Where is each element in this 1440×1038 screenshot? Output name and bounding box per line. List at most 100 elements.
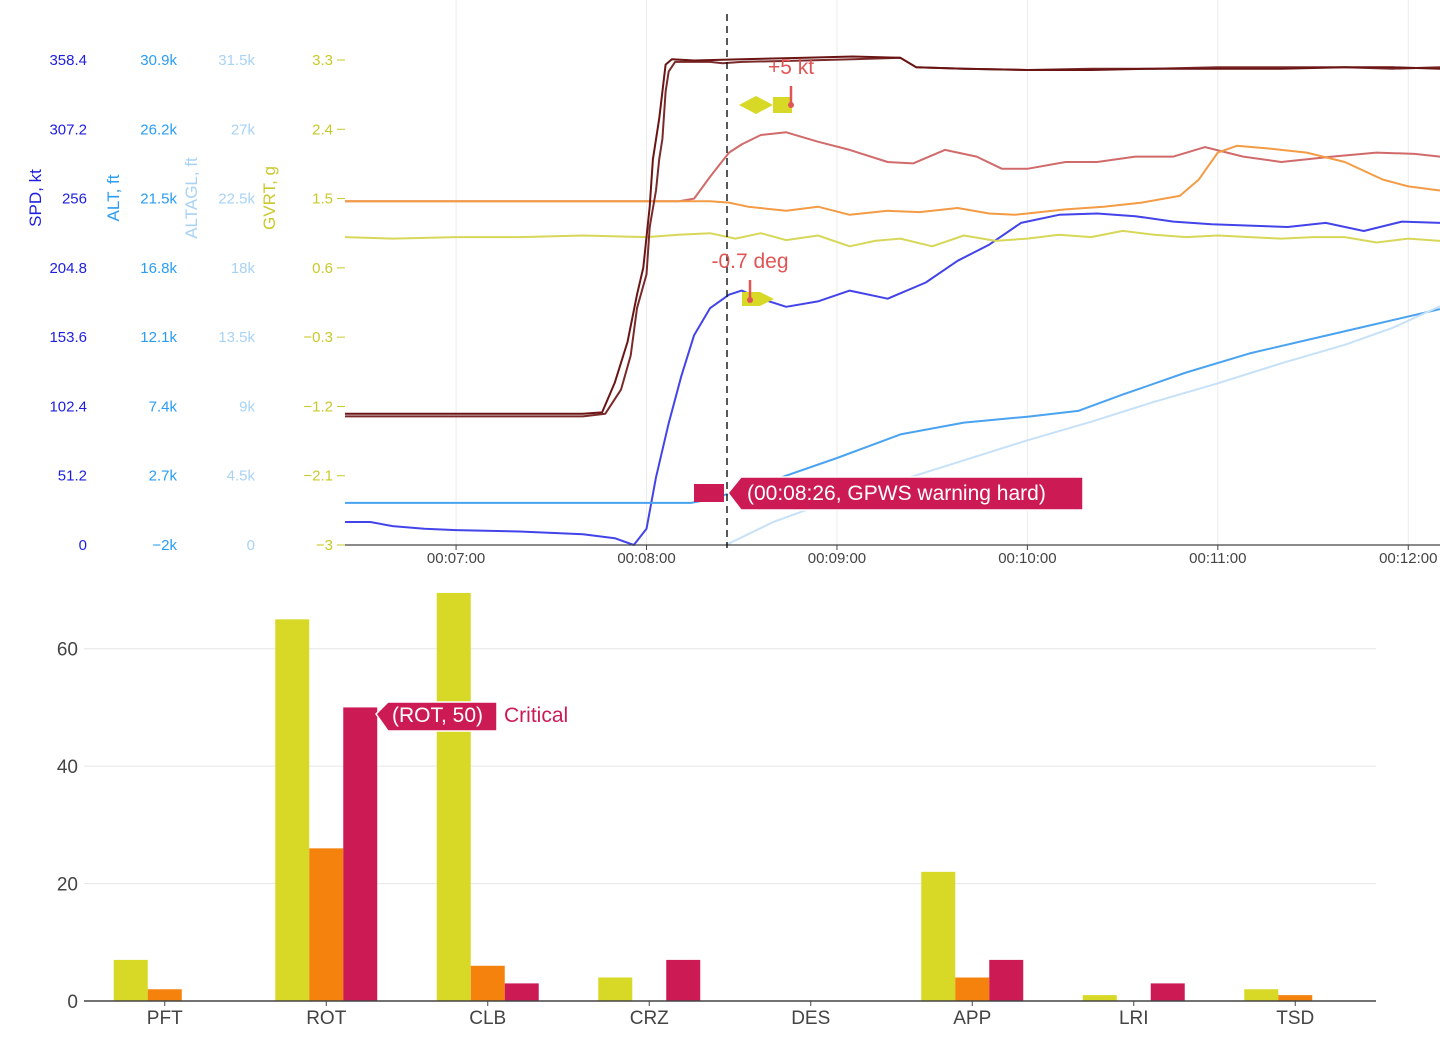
- ts-x-tick-label: 00:08:00: [617, 550, 675, 567]
- pitch-pin-head: [747, 297, 753, 303]
- bar-chart-tooltip: (ROT, 50) Critical: [375, 701, 568, 732]
- ts-x-tick-label: 00:07:00: [427, 550, 485, 567]
- ts-y-tick-label-alt: 12.1k: [140, 329, 177, 346]
- rot-critical-tooltip-series: Critical: [504, 704, 568, 727]
- ts-y-tick-label-spd: 358.4: [49, 52, 87, 69]
- ts-series-line-7: [345, 55, 1440, 415]
- bar-rot-s1[interactable]: [309, 848, 344, 1001]
- ts-y-tick-label-spd: 153.6: [49, 329, 87, 346]
- ts-y-tick-label-alt: −2k: [152, 537, 177, 554]
- speed-diamond-marker: [739, 96, 773, 114]
- ts-x-tick-label: 00:12:00: [1379, 550, 1437, 567]
- ts-y-tick-label-spd: 102.4: [49, 398, 87, 415]
- ts-series-line-3: [344, 229, 1440, 248]
- bar-y-tick-label: 0: [67, 992, 78, 1013]
- phase-bar-chart: 0 20 40 60 PFT ROT CLB CRZ DES APP LRI TSD (ROT, 50…: [57, 592, 1376, 1029]
- bar-y-tick-label: 60: [57, 640, 78, 661]
- ts-y-tick-label-altagl: 18k: [231, 260, 256, 277]
- bar-rot-s0[interactable]: [275, 619, 310, 1001]
- ts-y-axis-title-altagl: ALTAGL, ft: [182, 157, 201, 239]
- bar-clb-s0[interactable]: [436, 592, 471, 1001]
- ts-y-tick-label-gvrt: −2.1: [303, 468, 333, 485]
- bar-app-s1[interactable]: [955, 977, 990, 1001]
- ts-y-tick-label-alt: 16.8k: [140, 260, 177, 277]
- bar-pft-s1[interactable]: [147, 989, 182, 1001]
- bar-y-tick-label: 20: [57, 875, 78, 896]
- ts-y-tick-label-spd: 256: [62, 191, 87, 208]
- ts-y-axis-title-gvrt: GVRT, g: [260, 166, 279, 230]
- bar-x-tick-label: APP: [953, 1008, 991, 1029]
- bar-y-tick-label: 40: [57, 757, 78, 778]
- gpws-tooltip-text: (00:08:26, GPWS warning hard): [747, 482, 1046, 505]
- pitch-change-label: -0.7 deg: [711, 250, 788, 273]
- bar-clb-s1[interactable]: [470, 965, 505, 1001]
- time-series-grid: [455, 0, 1409, 545]
- ts-y-tick-label-gvrt: −0.3: [303, 329, 333, 346]
- ts-y-tick-label-spd: 204.8: [49, 260, 87, 277]
- ts-y-tick-label-spd: 0: [79, 537, 87, 554]
- ts-y-tick-label-alt: 7.4k: [149, 398, 178, 415]
- bar-crz-s0[interactable]: [598, 977, 633, 1001]
- ts-x-tick-label: 00:11:00: [1189, 550, 1246, 567]
- bar-x-tick-label: DES: [791, 1008, 830, 1029]
- ts-y-tick-label-altagl: 27k: [231, 121, 256, 138]
- bar-x-tick-label: CLB: [469, 1008, 506, 1029]
- bar-x-tick-label: ROT: [306, 1008, 347, 1029]
- ts-x-tick-label: 00:09:00: [808, 550, 866, 567]
- gpws-legend-swatch: [694, 484, 724, 502]
- ts-series-line-0: [345, 212, 1440, 546]
- bar-pft-s0[interactable]: [113, 959, 148, 1001]
- bar-tsd-s1[interactable]: [1278, 995, 1313, 1001]
- time-series-chart: 0 51.2 102.4 153.6 204.8 256 307.2 358.4 SPD, kt…: [26, 0, 1440, 567]
- ts-y-tick-label-altagl: 9k: [239, 398, 255, 415]
- bar-app-s2[interactable]: [989, 959, 1024, 1001]
- ts-y-tick-label-alt: 26.2k: [140, 121, 177, 138]
- bar-x-tick-label: CRZ: [630, 1008, 669, 1029]
- bar-app-s0[interactable]: [921, 871, 956, 1001]
- speed-square-marker: [773, 97, 792, 113]
- speed-pin-head: [788, 102, 794, 108]
- ts-y-tick-label-spd: 307.2: [49, 121, 87, 138]
- bar-chart-bars: [113, 592, 1313, 1001]
- ts-y-tick-label-gvrt: 1.5: [312, 191, 333, 208]
- bar-chart-axes: 0 20 40 60 PFT ROT CLB CRZ DES APP LRI TSD: [57, 640, 1376, 1029]
- gpws-tooltip-box: [727, 476, 1084, 511]
- ts-y-tick-label-gvrt: −1.2: [303, 398, 333, 415]
- ts-y-tick-label-altagl: 0: [247, 537, 255, 554]
- bar-lri-s2[interactable]: [1150, 983, 1185, 1001]
- ts-y-tick-label-altagl: 31.5k: [218, 52, 255, 69]
- bar-tsd-s0[interactable]: [1244, 989, 1279, 1001]
- time-series-x-axis: 00:07:00 00:08:00 00:09:00 00:10:00 00:11:00…: [345, 544, 1440, 567]
- ts-y-tick-label-alt: 30.9k: [140, 52, 177, 69]
- rot-critical-tooltip-box: [375, 701, 498, 732]
- ts-series-line-4: [345, 308, 1440, 504]
- ts-y-tick-label-alt: 21.5k: [140, 191, 177, 208]
- ts-y-tick-label-spd: 51.2: [58, 468, 87, 485]
- ts-y-tick-label-altagl: 22.5k: [218, 191, 255, 208]
- bar-clb-s2[interactable]: [504, 983, 539, 1001]
- time-series-lines: [344, 55, 1440, 546]
- ts-y-axis-title-alt: ALT, ft: [104, 174, 123, 221]
- time-series-y-axes: 0 51.2 102.4 153.6 204.8 256 307.2 358.4 SPD, kt…: [26, 52, 345, 554]
- ts-y-tick-label-gvrt: 2.4: [312, 121, 333, 138]
- bar-crz-s2[interactable]: [666, 959, 701, 1001]
- ts-y-tick-label-alt: 2.7k: [149, 468, 178, 485]
- ts-y-tick-label-gvrt: 3.3: [312, 52, 333, 69]
- bar-lri-s0[interactable]: [1082, 995, 1117, 1001]
- ts-y-tick-label-altagl: 13.5k: [218, 329, 255, 346]
- ts-y-axis-title-spd: SPD, kt: [26, 169, 45, 227]
- ts-series-line-2: [345, 144, 1440, 216]
- ts-y-tick-label-gvrt: −3: [316, 537, 333, 554]
- ts-y-tick-label-altagl: 4.5k: [227, 468, 256, 485]
- bar-x-tick-label: LRI: [1119, 1008, 1149, 1029]
- ts-y-tick-label-gvrt: 0.6: [312, 260, 333, 277]
- bar-x-tick-label: PFT: [147, 1008, 183, 1029]
- rot-critical-tooltip-text: (ROT, 50): [392, 704, 483, 727]
- pitch-marker: [742, 292, 774, 306]
- time-series-annotations: +5 kt -0.7 deg (00:08:26, GPWS warning h…: [694, 14, 1084, 548]
- bar-x-tick-label: TSD: [1276, 1008, 1314, 1029]
- ts-series-line-1: [345, 131, 1440, 203]
- bar-rot-s2[interactable]: [343, 707, 378, 1001]
- speed-change-label: +5 kt: [768, 56, 814, 79]
